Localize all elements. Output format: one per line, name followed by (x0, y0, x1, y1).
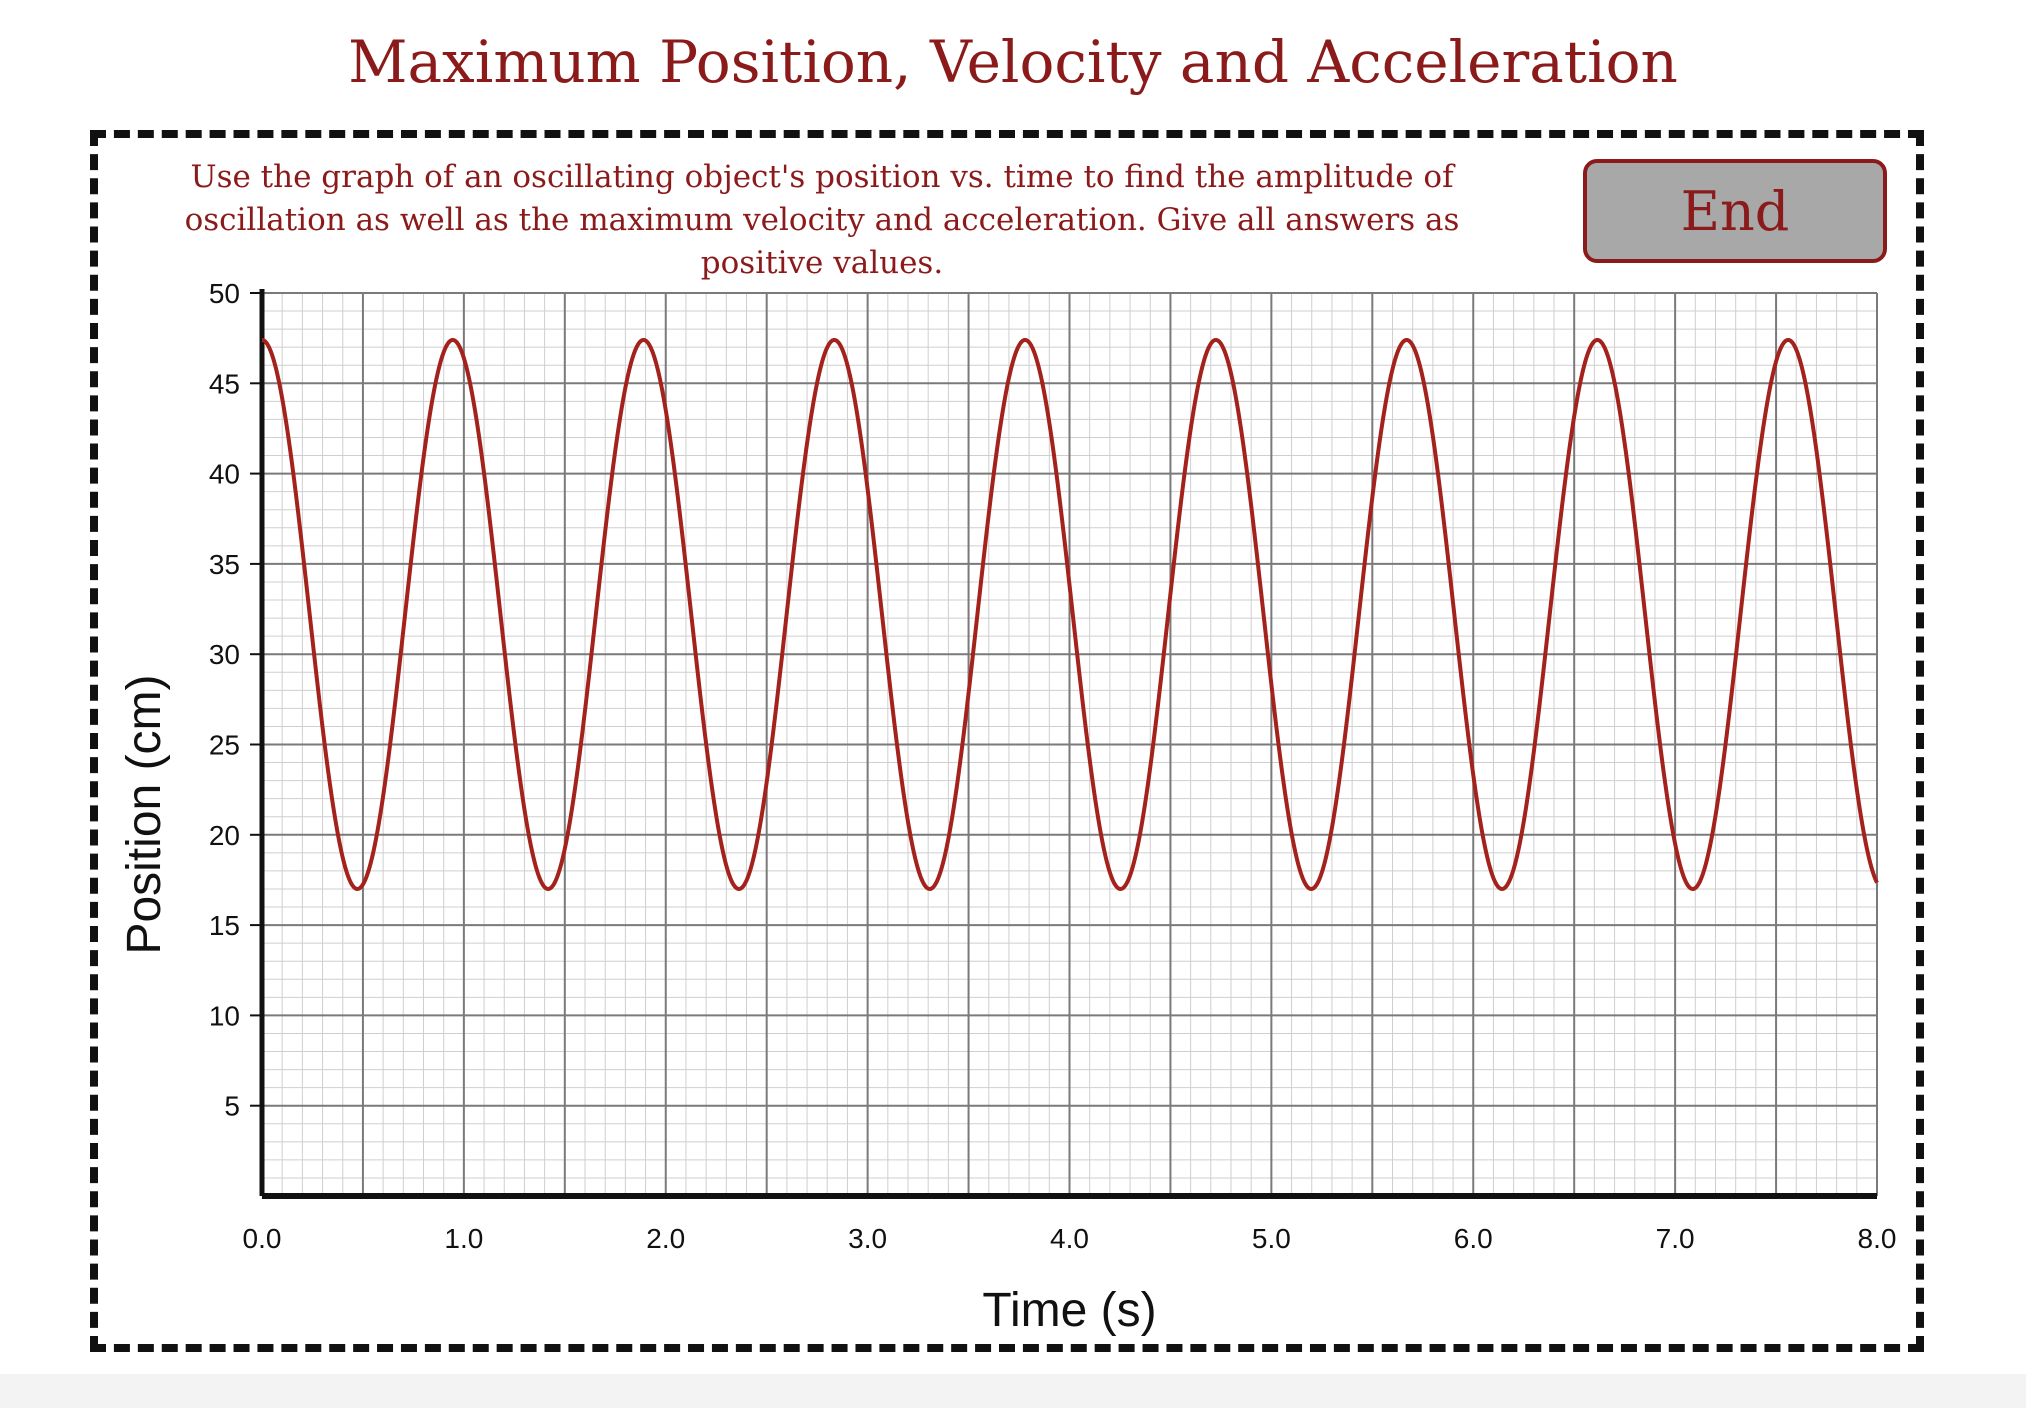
x-tick-label: 0.0 (243, 1223, 282, 1254)
series-layer (260, 337, 1879, 891)
x-tick-label: 8.0 (1858, 1223, 1897, 1254)
x-axis-title: Time (s) (982, 1284, 1156, 1337)
y-tick-label: 25 (209, 730, 240, 761)
position-curve (260, 337, 1879, 891)
x-tick-label: 4.0 (1050, 1223, 1089, 1254)
page-title: Maximum Position, Velocity and Accelerat… (348, 28, 1678, 96)
grid-major-lines (262, 292, 1878, 1196)
y-tick-label: 35 (209, 549, 240, 580)
y-tick-label: 30 (209, 639, 240, 670)
page-bottom-strip (0, 1374, 2026, 1408)
y-tick-label: 45 (209, 368, 240, 399)
activity-frame (90, 130, 1924, 1352)
x-tick-label: 5.0 (1252, 1223, 1291, 1254)
x-tick-labels: 0.0 1.0 2.0 3.0 4.0 5.0 6.0 7.0 8.0 (243, 1223, 1897, 1254)
y-tick-label: 20 (209, 820, 240, 851)
x-tick-label: 2.0 (646, 1223, 685, 1254)
x-tick-label: 6.0 (1454, 1223, 1493, 1254)
chart-axes (259, 289, 1877, 1199)
y-axis-title: Position (cm) (118, 674, 171, 954)
y-tick-label: 40 (209, 459, 240, 490)
x-tick-label: 1.0 (444, 1223, 483, 1254)
instructions-text: Use the graph of an oscillating object's… (184, 159, 1460, 281)
y-tick-label: 15 (209, 910, 240, 941)
y-tick-labels: 5 10 15 20 25 30 35 40 45 50 (209, 278, 262, 1122)
x-tick-label: 3.0 (848, 1223, 887, 1254)
y-tick-label: 5 (224, 1091, 240, 1122)
y-tick-label: 10 (209, 1000, 240, 1031)
y-tick-label: 50 (209, 278, 240, 309)
x-tick-label: 7.0 (1656, 1223, 1695, 1254)
end-button[interactable]: End (1583, 159, 1887, 263)
